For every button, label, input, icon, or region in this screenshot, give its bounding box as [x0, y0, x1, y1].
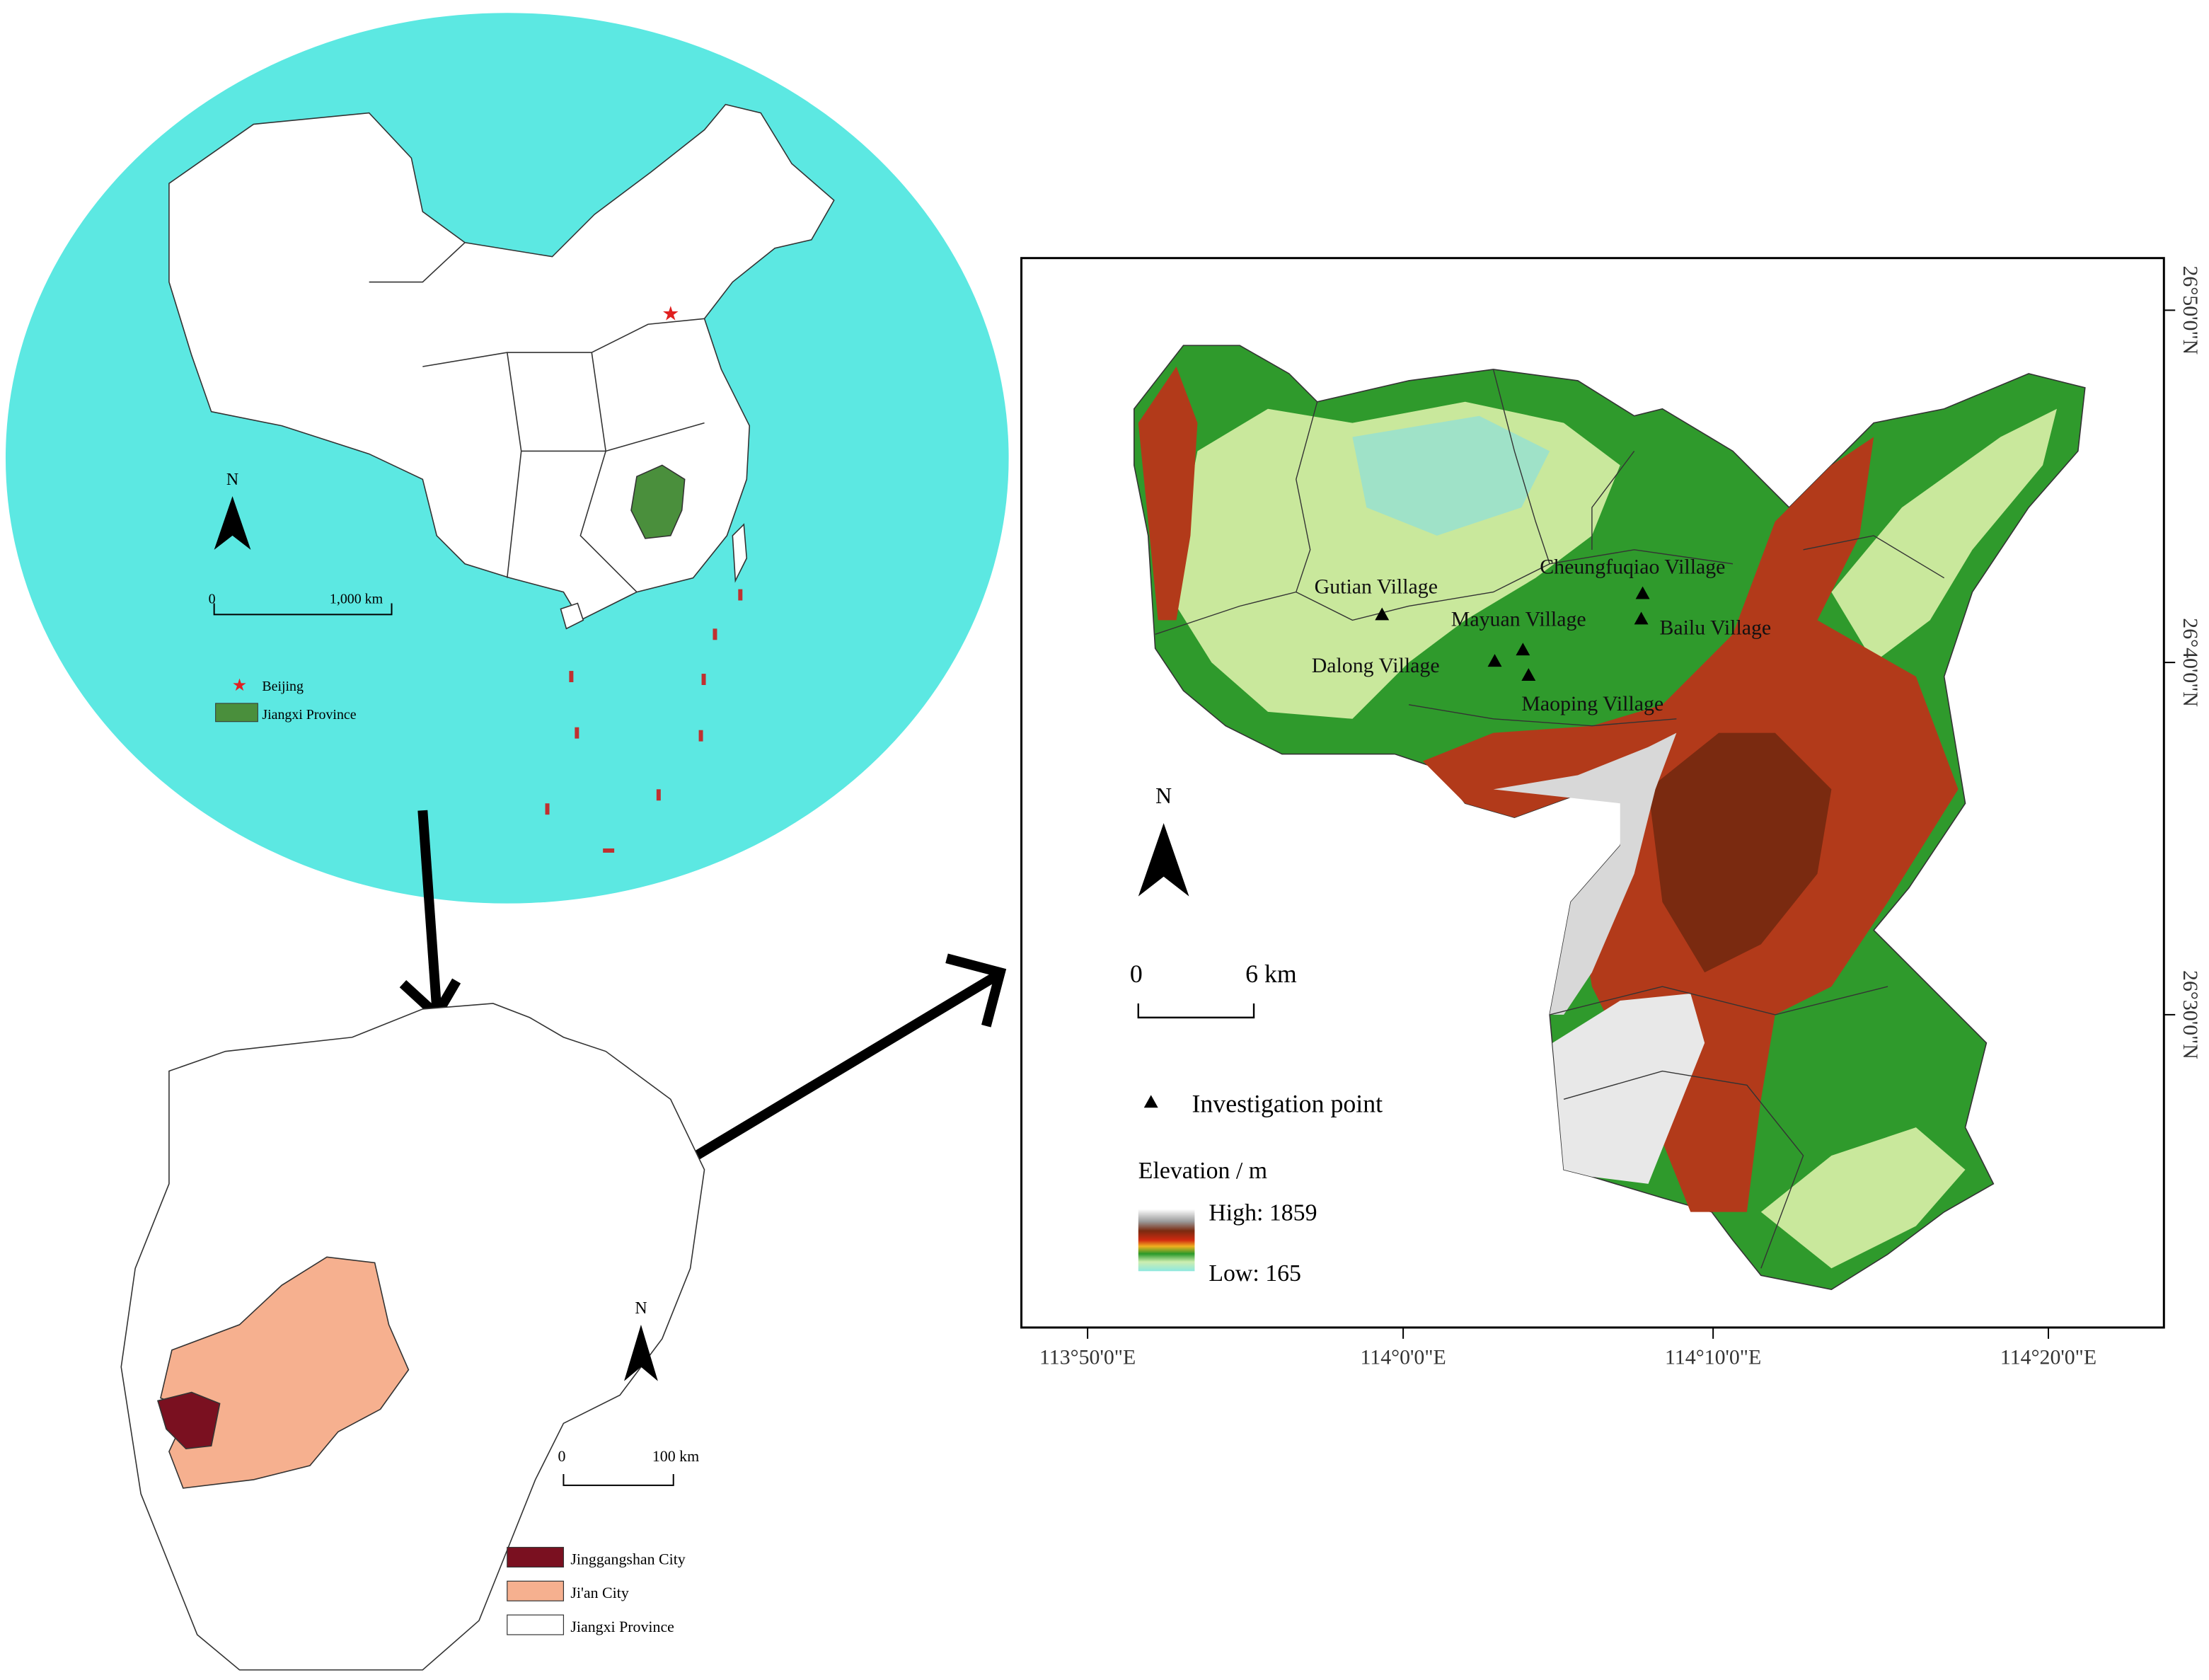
legend-label: Jiangxi Province — [262, 707, 356, 723]
province-border — [579, 352, 638, 593]
province-border — [521, 422, 705, 452]
village-label: Dalong Village — [1312, 654, 1440, 677]
scale-bar — [563, 1473, 674, 1486]
legend-swatch — [215, 703, 258, 723]
legend-label: Jinggangshan City — [570, 1550, 685, 1567]
scale-bar — [213, 603, 393, 616]
terrain-peak — [1648, 732, 1832, 973]
china-map: ★ N 0 1,000 km ★ Beijing Jiangxi Provinc… — [5, 13, 1009, 904]
village-marker — [1375, 607, 1390, 621]
x-axis-label: 114°10'0"E — [1665, 1346, 1761, 1369]
legend-label: Investigation point — [1192, 1089, 1383, 1117]
village-marker — [1635, 586, 1650, 599]
elevation-gradient — [1138, 1209, 1195, 1272]
village-marker — [1487, 654, 1502, 667]
x-axis-label: 113°50'0"E — [1039, 1346, 1136, 1369]
village-label: Gutian Village — [1315, 575, 1438, 599]
village-label: Mayuan Village — [1451, 607, 1586, 631]
north-arrow — [624, 1324, 658, 1381]
legend-star: ★ — [232, 677, 247, 695]
legend-label: Ji'an City — [570, 1584, 628, 1601]
terrain-lowland — [1760, 1127, 1966, 1269]
legend-label: Low: 165 — [1209, 1260, 1301, 1287]
arrow — [417, 810, 442, 1010]
grid-ticks — [1087, 309, 2176, 1339]
scale-label: 0 — [1130, 960, 1143, 988]
arrow — [682, 971, 1000, 1167]
north-label: N — [635, 1299, 647, 1318]
y-axis-label: 26°40'0"N — [2179, 618, 2202, 707]
terrain-lowland — [1831, 408, 2057, 663]
taiwan — [732, 523, 748, 583]
jiangxi-highlight — [630, 464, 686, 539]
investigation-points — [1375, 586, 1650, 681]
y-axis-label: 26°30'0"N — [2179, 970, 2202, 1059]
scale-bar — [1137, 1003, 1255, 1019]
arrow-head — [945, 953, 1007, 1028]
legend-swatch — [507, 1580, 565, 1601]
legend-label: Jiangxi Province — [570, 1618, 674, 1635]
village-label: Cheungfuqiao Village — [1540, 556, 1725, 579]
scale-label: 1,000 km — [330, 592, 383, 607]
nine-dash-line — [545, 589, 743, 853]
jinggangshan-city — [156, 1391, 221, 1449]
village-label: Bailu Village — [1659, 616, 1771, 639]
township-borders — [1155, 369, 1945, 1269]
legend-swatch — [507, 1546, 565, 1567]
beijing-star: ★ — [662, 303, 679, 325]
terrain-highland — [1138, 367, 1198, 621]
village-marker — [1516, 643, 1530, 656]
scale-label: 0 — [209, 592, 216, 607]
scale-label: 100 km — [652, 1447, 699, 1465]
x-axis-label: 114°20'0"E — [2000, 1346, 2096, 1369]
scale-label: 0 — [558, 1447, 565, 1465]
legend-label: High: 1859 — [1209, 1200, 1317, 1226]
terrain-summit — [1552, 994, 1705, 1184]
scale-label: 6 km — [1245, 960, 1297, 988]
north-arrow — [1138, 823, 1189, 897]
study-area-map: 113°50'0"E 114°0'0"E 114°10'0"E 114°20'0… — [1020, 257, 2202, 1369]
terrain-summit — [1493, 732, 1677, 1015]
village-label: Maoping Village — [1521, 692, 1663, 715]
jiangxi-map: N 0 100 km Jinggangshan City Ji'an City … — [120, 1003, 705, 1671]
north-label: N — [1155, 783, 1172, 808]
legend-swatch — [507, 1614, 565, 1635]
legend-marker — [1143, 1095, 1158, 1108]
north-label: N — [226, 471, 238, 489]
north-arrow — [214, 496, 251, 550]
legend-label: Beijing — [262, 679, 304, 694]
terrain-valley — [1352, 415, 1550, 536]
province-border — [369, 242, 466, 283]
legend-title: Elevation / m — [1138, 1158, 1267, 1184]
village-marker — [1634, 611, 1649, 625]
jiangxi-outline — [120, 1003, 705, 1671]
y-axis-label: 26°50'0"N — [2179, 265, 2202, 355]
hainan — [560, 602, 584, 630]
village-marker — [1521, 668, 1536, 681]
x-axis-label: 114°0'0"E — [1360, 1346, 1446, 1369]
